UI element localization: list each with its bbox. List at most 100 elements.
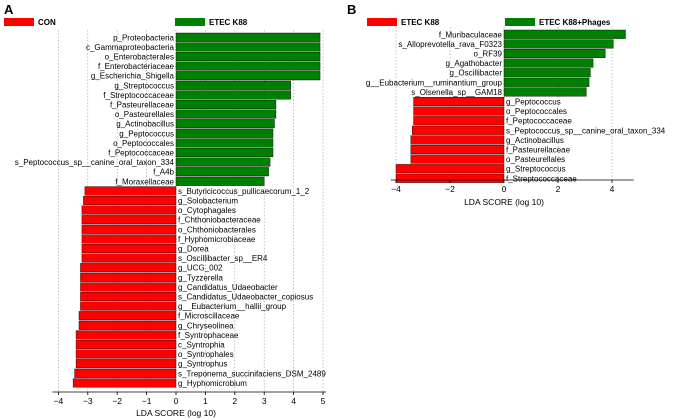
bar-label: f_Streptococcaceae <box>506 174 577 183</box>
x-tick-label: 2 <box>556 184 561 194</box>
x-tick-label: −4 <box>391 184 401 194</box>
legend-label-etec-k88: ETEC K88 <box>401 18 440 27</box>
bar-negative <box>81 243 177 253</box>
bar-label: f_Pasteurellaceae <box>506 146 571 155</box>
bar-label: p_Proteobacteria <box>113 33 174 42</box>
bar-label: g__Eubacterium__ruminantium_group <box>366 78 503 87</box>
bar-label: f_Hyphomicrobiaceae <box>178 235 256 244</box>
bar-label: g_Candidatus_Udaeobacter <box>178 283 278 292</box>
bar-positive <box>175 128 274 138</box>
x-tick-label: 5 <box>321 396 326 406</box>
bar-negative <box>75 330 177 340</box>
bar-label: g_Streptococcus <box>506 165 566 174</box>
legend-swatch-con <box>4 18 34 26</box>
legend-swatch-etec <box>175 18 205 26</box>
bar-label: o_Cytophagales <box>178 206 236 215</box>
bar-label: f_Chthoniobacteraceae <box>178 216 261 225</box>
bar-negative <box>80 292 177 302</box>
bar-label: g_Escherichia_Shigella <box>91 72 175 81</box>
x-tick-label: −2 <box>112 396 122 406</box>
x-tick-label: 4 <box>291 396 296 406</box>
legend-label-con: CON <box>38 18 56 27</box>
bar-label: f_Muribaculaceae <box>439 30 503 39</box>
panel-a-x-axis: −4 −3 −2 −1 0 1 2 3 4 5 <box>52 391 326 406</box>
bar-label: o_Syntrophales <box>178 350 234 359</box>
x-tick-label: −1 <box>142 396 152 406</box>
bar-label: g_Agathobacter <box>446 59 503 68</box>
panel-a-legend: CON ETEC K88 <box>4 18 248 27</box>
bar-negative <box>81 234 177 244</box>
bar-label: f_Streptococcaceae <box>103 91 174 100</box>
bar-negative <box>75 340 177 350</box>
bar-positive <box>175 71 321 81</box>
bar-label: o_Pasteurellales <box>506 155 565 164</box>
legend-swatch-etec-k88 <box>367 18 397 26</box>
bar-label: f_Enterobacteriaceae <box>98 62 175 71</box>
bar-negative <box>84 186 177 196</box>
bar-positive <box>175 42 321 52</box>
panel-a-chart: A CON ETEC K88 p_Proteobacteriac_Gammapr… <box>4 2 326 418</box>
bar-positive <box>175 138 274 148</box>
bar-label: o_RF39 <box>474 50 503 59</box>
bar-negative <box>80 282 177 292</box>
bar-negative <box>78 311 177 321</box>
bar-label: o_Chthoniobacterales <box>178 225 256 234</box>
bar-label: g_Chryseolinea <box>178 321 234 330</box>
x-tick-label: 0 <box>502 184 507 194</box>
panel-b-x-axis-title: LDA SCORE (log 10) <box>464 197 544 207</box>
panel-b-letter: B <box>347 2 356 17</box>
bar-negative <box>395 164 505 174</box>
bar-positive <box>175 176 265 186</box>
bar-positive <box>503 39 614 49</box>
x-tick-label: 4 <box>610 184 615 194</box>
panel-a-bars: p_Proteobacteriac_Gammaproteobacteriao_E… <box>15 32 326 388</box>
bar-positive <box>175 167 269 177</box>
bar-label: o_Peptococcales <box>113 139 174 148</box>
bar-negative <box>75 349 177 359</box>
bar-positive <box>175 147 274 157</box>
x-tick-label: 0 <box>174 396 179 406</box>
bar-negative <box>80 263 177 273</box>
bar-label: g_Actinobacillus <box>506 136 564 145</box>
bar-negative <box>81 224 177 234</box>
panel-b-x-axis: −4 −2 0 2 4 <box>390 179 634 194</box>
panel-b-legend: ETEC K88 ETEC K88+Phages <box>367 18 611 27</box>
bar-negative <box>410 144 505 154</box>
bar-label: g_Peptococcus <box>506 98 561 107</box>
bar-label: g_Hyphomicrobium <box>178 379 247 388</box>
bar-negative <box>74 368 177 378</box>
bar-label: g_Oscillibacter <box>450 69 503 78</box>
bar-label: g_Streptococcus <box>114 81 174 90</box>
bar-positive <box>175 80 291 90</box>
bar-label: f_A4b <box>153 168 174 177</box>
legend-label-etec: ETEC K88 <box>209 18 248 27</box>
bar-negative <box>81 205 177 215</box>
bar-label: g_Solobacterium <box>178 197 238 206</box>
bar-negative <box>410 135 505 145</box>
bar-negative <box>412 125 505 135</box>
x-tick-label: −4 <box>54 396 64 406</box>
bar-label: g_Peptococcus <box>119 129 174 138</box>
bar-label: s_Candidatus_Udaeobacter_copiosus <box>178 293 313 302</box>
bar-label: s_Treponema_succinifaciens_DSM_2489 <box>178 369 326 378</box>
x-tick-label: −3 <box>83 396 93 406</box>
bar-positive <box>503 49 606 59</box>
bar-positive <box>175 52 321 62</box>
bar-label: f_Microscillaceae <box>178 312 240 321</box>
bar-positive <box>503 87 587 97</box>
bar-positive <box>503 29 626 39</box>
panel-b-chart: B ETEC K88 ETEC K88+Phages f_Muribaculac… <box>347 2 666 207</box>
bar-label: f_Pasteurellaceae <box>110 101 175 110</box>
bar-negative <box>81 253 177 263</box>
x-tick-label: 3 <box>262 396 267 406</box>
bar-label: s_Oscillibacter_sp__ER4 <box>178 254 268 263</box>
x-tick-label: 2 <box>232 396 237 406</box>
bar-label: s_Butyricicoccus_pullicaecorum_1_2 <box>178 187 310 196</box>
legend-swatch-etec-phages <box>505 18 535 26</box>
bar-positive <box>503 68 591 78</box>
bar-label: g_Dorea <box>178 245 209 254</box>
bar-positive <box>503 58 594 68</box>
bar-label: g_Syntrophus <box>178 360 227 369</box>
legend-label-etec-phages: ETEC K88+Phages <box>539 18 611 27</box>
